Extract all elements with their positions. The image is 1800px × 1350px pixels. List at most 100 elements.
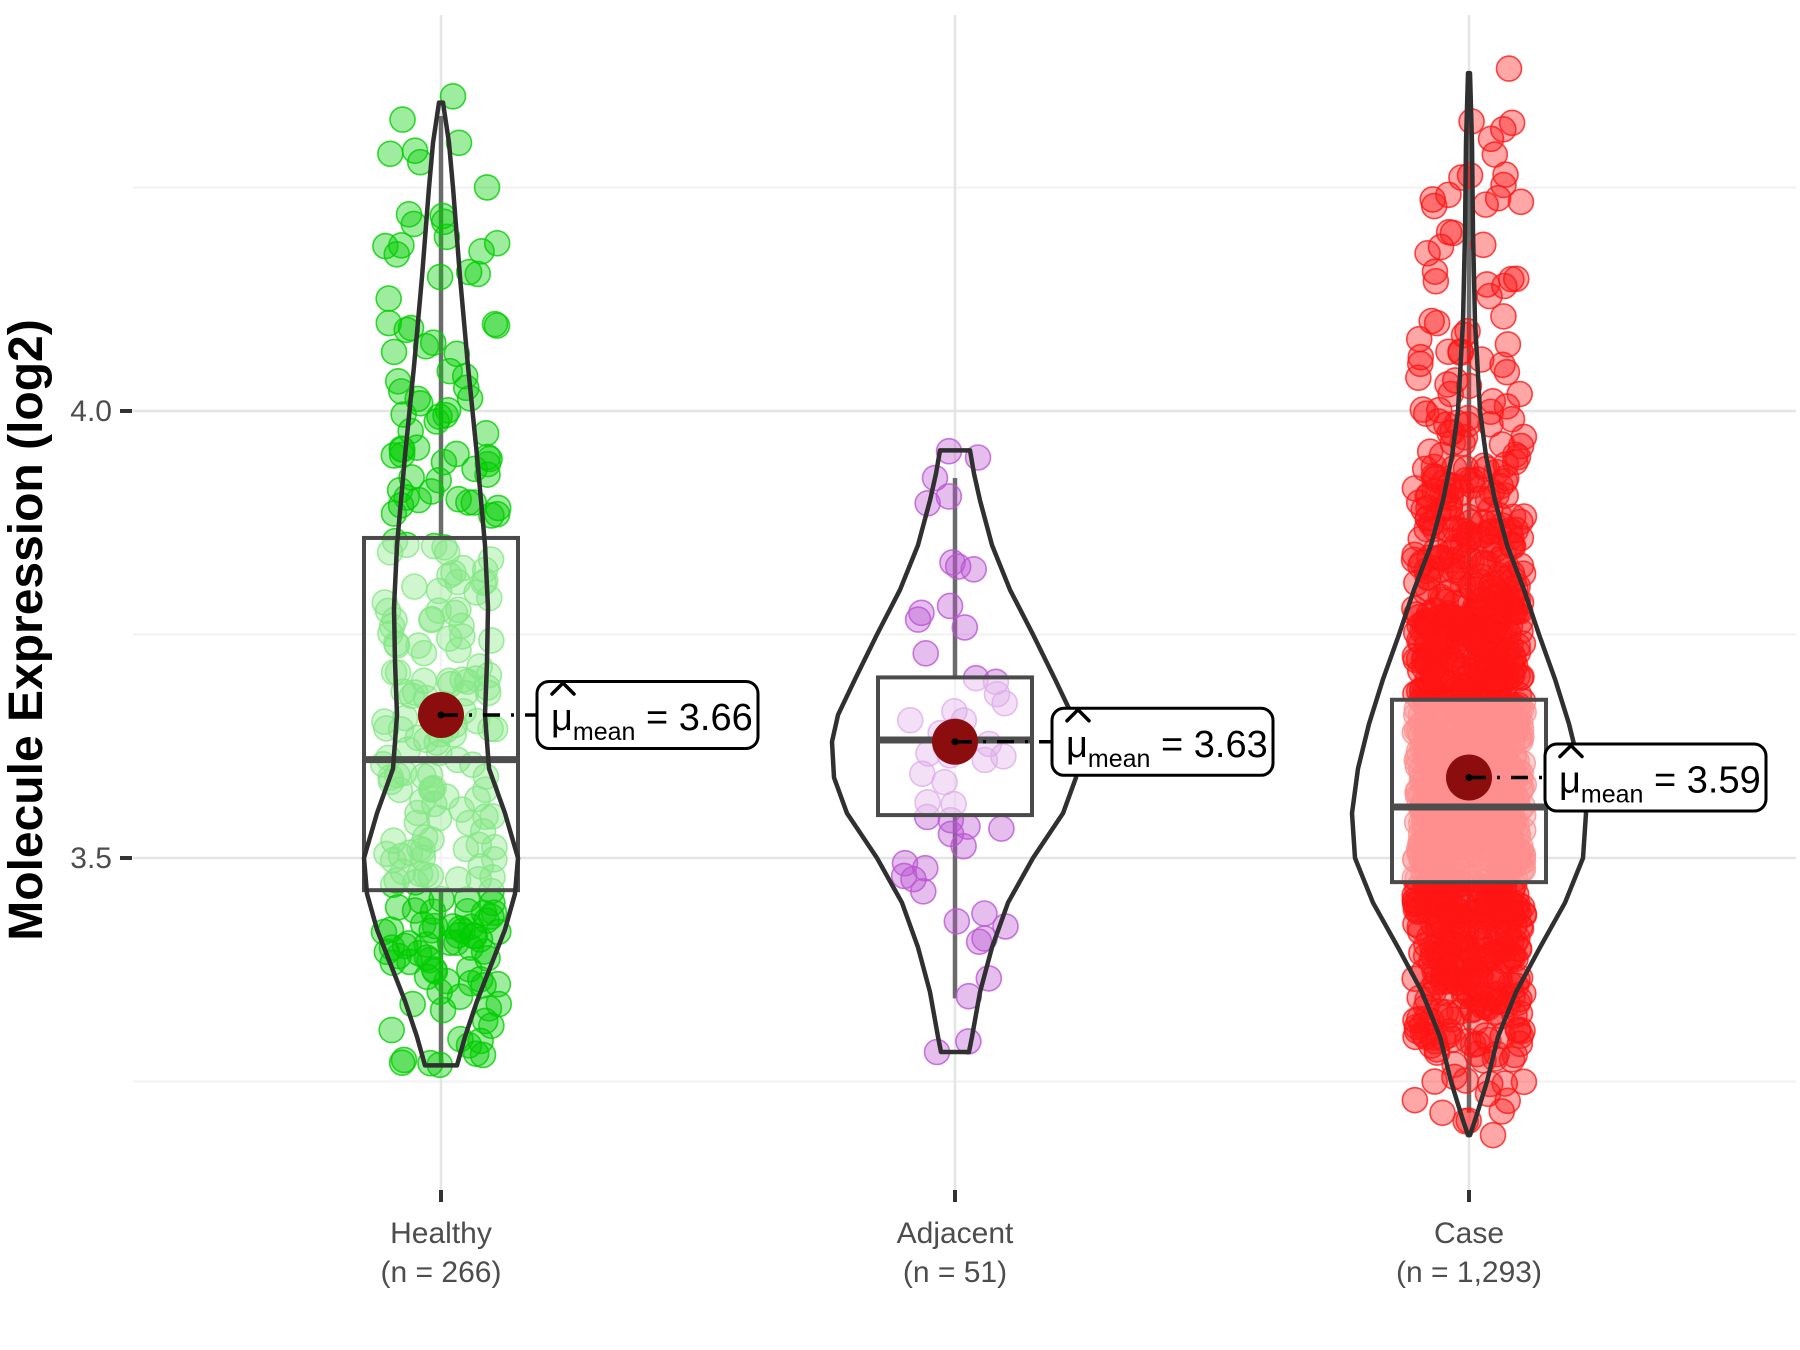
data-point (380, 338, 408, 366)
data-point (412, 332, 440, 360)
data-point (1419, 186, 1446, 213)
data-point (1437, 527, 1464, 555)
mean-dot-center (1465, 774, 1473, 782)
data-point (1484, 184, 1512, 212)
data-point (1431, 943, 1459, 970)
data-point (483, 229, 511, 257)
data-point (393, 484, 420, 511)
data-point (1477, 125, 1505, 153)
data-point (988, 815, 1015, 842)
data-point (1418, 307, 1445, 335)
data-point (433, 223, 461, 251)
data-point (912, 640, 940, 667)
data-point (377, 140, 404, 168)
data-point (480, 899, 508, 926)
data-point (1429, 1099, 1456, 1127)
data-point (1488, 431, 1516, 458)
data-point (389, 106, 416, 133)
data-point (1491, 1070, 1519, 1097)
data-point (1481, 602, 1508, 630)
data-point (426, 263, 454, 291)
y-axis-title: Molecule Expression (log2) (0, 319, 53, 940)
data-point (1476, 282, 1503, 310)
data-point (1490, 904, 1517, 931)
violin-outline (361, 100, 521, 1068)
x-category-label: Healthy (390, 1217, 492, 1250)
data-point (1479, 1121, 1507, 1149)
mean-dot-center (951, 738, 959, 746)
data-point (481, 310, 509, 338)
data-point (1488, 1098, 1516, 1125)
violin-group-adjacent: μmean = 3.63 Adjacent (n = 51) (829, 437, 1275, 1289)
mean-annotation-text: μmean = 3.63 (1066, 724, 1268, 773)
data-point (1463, 1040, 1491, 1068)
data-point (1410, 496, 1438, 523)
data-point (1420, 453, 1448, 481)
data-point (483, 312, 511, 339)
data-point (1479, 387, 1507, 415)
data-point (473, 174, 501, 201)
data-point (1494, 331, 1522, 358)
data-point (908, 599, 935, 627)
data-point (457, 913, 485, 941)
data-point (1489, 351, 1516, 379)
violin-group-case: μmean = 3.59 Case (n = 1,293) (1349, 55, 1768, 1289)
data-point (1439, 965, 1467, 993)
data-point (1464, 1030, 1491, 1057)
data-point (464, 260, 492, 288)
data-point (1405, 364, 1432, 391)
data-point (1435, 181, 1462, 209)
violin-group-healthy: μmean = 3.66 Healthy (n = 266) (361, 83, 760, 1289)
data-point (439, 83, 467, 110)
y-axis: 4.0 3.5 Molecule Expression (log2) (0, 319, 132, 941)
data-point (430, 448, 458, 476)
data-point (936, 592, 964, 620)
mu-hat-icon (550, 680, 576, 696)
data-point (375, 285, 402, 312)
data-point (1435, 218, 1463, 246)
data-point (950, 832, 977, 860)
data-point (1427, 233, 1455, 261)
data-point (1493, 358, 1521, 386)
data-point (384, 893, 412, 921)
mean-annotation-box (535, 679, 760, 750)
data-point (426, 403, 453, 430)
mean-annotation-text: μmean = 3.66 (551, 697, 753, 746)
data-point (1481, 612, 1509, 640)
data-point (474, 450, 502, 478)
data-point (1409, 396, 1437, 423)
data-point (1490, 303, 1517, 330)
data-point (1466, 960, 1493, 988)
data-point (390, 1046, 418, 1074)
mean-annotation-case: μmean = 3.59 (1543, 742, 1768, 813)
data-point (419, 329, 447, 356)
data-point (1498, 405, 1526, 433)
violin-outline (829, 448, 1081, 1055)
data-point (1421, 258, 1449, 285)
x-category-sublabel: (n = 266) (381, 1256, 502, 1289)
data-point (1502, 945, 1529, 973)
data-point (1502, 441, 1529, 469)
data-point (951, 614, 979, 641)
data-point (1454, 520, 1482, 547)
data-point (433, 967, 461, 995)
data-point (1502, 265, 1530, 293)
mu-hat-icon (1558, 743, 1584, 759)
data-point (455, 258, 483, 286)
data-point (387, 378, 415, 405)
data-point (1423, 890, 1450, 918)
data-point (1405, 325, 1433, 353)
data-point (1495, 55, 1523, 82)
data-point (445, 129, 473, 157)
mean-annotation-adjacent: μmean = 3.63 (1050, 706, 1275, 777)
data-point (909, 878, 937, 905)
data-point (469, 1041, 497, 1069)
x-category-sublabel: (n = 51) (903, 1256, 1007, 1289)
data-point (1476, 518, 1503, 546)
data-point (1507, 188, 1535, 216)
data-point (483, 500, 511, 528)
data-point (1481, 141, 1509, 168)
data-point (891, 849, 919, 877)
